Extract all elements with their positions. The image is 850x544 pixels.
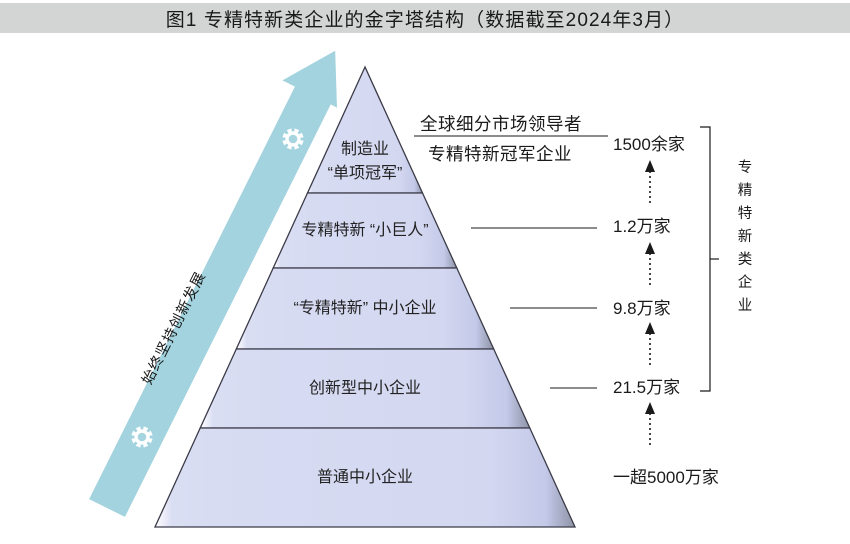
svg-text:业: 业 [738,297,753,314]
svg-text:专精特新冠军企业: 专精特新冠军企业 [428,144,572,164]
svg-text:精: 精 [738,182,753,199]
svg-text:创新型中小企业: 创新型中小企业 [309,379,421,397]
svg-text:普通中小企业: 普通中小企业 [317,468,413,486]
svg-text:“单项冠军”: “单项冠军” [328,164,403,182]
svg-text:1.2万家: 1.2万家 [613,217,671,236]
svg-text:9.8万家: 9.8万家 [613,299,671,318]
svg-text:企: 企 [738,273,753,291]
svg-text:特: 特 [738,205,753,222]
svg-text:1500余家: 1500余家 [613,135,685,154]
svg-text:制造业: 制造业 [341,140,389,158]
svg-text:“专精特新” 中小企业: “专精特新” 中小企业 [293,299,436,317]
svg-text:全球细分市场领导者: 全球细分市场领导者 [420,114,582,134]
svg-text:一超5000万家: 一超5000万家 [613,468,719,487]
svg-text:专: 专 [738,159,753,176]
svg-text:类: 类 [738,251,753,268]
svg-text:21.5万家: 21.5万家 [613,378,680,397]
svg-text:专精特新 “小巨人”: 专精特新 “小巨人” [301,221,428,239]
svg-text:新: 新 [738,228,753,245]
